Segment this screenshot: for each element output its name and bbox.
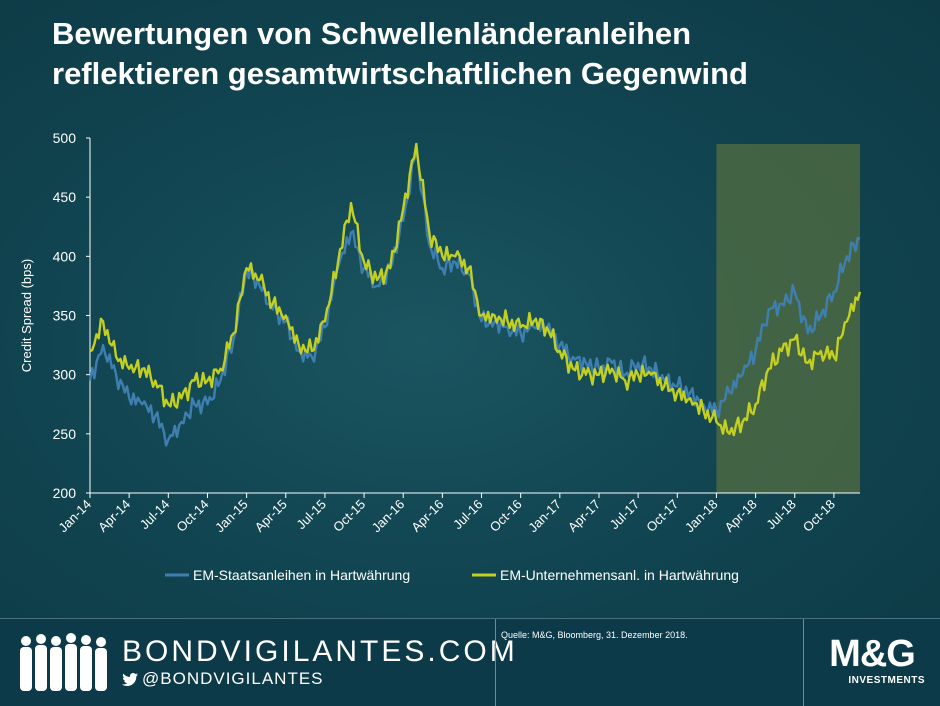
x-tick-label: Oct-16 — [487, 497, 525, 535]
y-tick-label: 350 — [53, 308, 77, 324]
x-tick-label: Oct-17 — [643, 497, 681, 535]
x-tick-label: Oct-15 — [330, 497, 368, 535]
twitter-handle-text: @BONDVIGILANTES — [142, 669, 324, 688]
x-tick-label: Jan-14 — [55, 497, 94, 536]
series-line-sovereign — [88, 148, 861, 447]
y-tick-label: 300 — [53, 367, 77, 383]
footer-bar: BONDVIGILANTES.COM @BONDVIGILANTES Quell… — [0, 618, 940, 706]
brand-name: BONDVIGILANTES.COM — [122, 635, 518, 668]
twitter-handle: @BONDVIGILANTES — [122, 669, 324, 689]
x-tick-label: Apr-18 — [722, 497, 760, 535]
footer-divider — [495, 619, 496, 706]
x-tick-label: Jan-17 — [525, 497, 564, 536]
x-tick-label: Apr-17 — [565, 497, 603, 535]
highlight-region — [716, 144, 860, 493]
x-tick-label: Oct-18 — [800, 497, 838, 535]
y-tick-label: 400 — [53, 248, 77, 264]
chart-legend: EM-Staatsanleihen in Hartwährung EM-Unter… — [165, 567, 739, 583]
x-tick-label: Apr-16 — [408, 497, 446, 535]
x-tick-label: Apr-14 — [95, 497, 133, 535]
x-tick-label: Jul-18 — [763, 497, 799, 533]
line-chart: 200 250 300 350 400 450 500 Credit Spread (bps)… — [19, 130, 862, 583]
x-tick-label: Jul-15 — [293, 497, 329, 533]
series-line-corporate — [89, 142, 862, 437]
x-tick-label: Oct-14 — [173, 497, 211, 535]
chart-background — [716, 144, 860, 493]
y-tick-label: 200 — [53, 485, 77, 501]
logo-wordmark: M&G — [829, 633, 916, 675]
x-tick-label: Apr-15 — [252, 497, 290, 535]
x-tick-label: Jul-16 — [450, 497, 486, 533]
legend-label: EM-Unternehmensanl. in Hartwährung — [500, 567, 739, 583]
x-tick-label: Jan-16 — [369, 497, 408, 536]
x-tick-label: Jul-17 — [607, 497, 643, 533]
chart-series — [88, 142, 862, 447]
logo-subtitle: INVESTMENTS — [848, 675, 925, 686]
y-tick-label: 250 — [53, 426, 77, 442]
footer-divider — [803, 619, 804, 706]
x-tick-label: Jul-14 — [137, 497, 173, 533]
legend-label: EM-Staatsanleihen in Hartwährung — [193, 567, 410, 583]
source-note: Quelle: M&G, Bloomberg, 31. Dezember 201… — [501, 630, 688, 640]
title-line-1: Bewertungen von Schwellenländeranleihen — [52, 16, 692, 51]
chart-title: Bewertungen von Schwellenländeranleihen … — [52, 14, 912, 94]
y-axis-label: Credit Spread (bps) — [19, 259, 34, 372]
mg-investments-logo: M&G INVESTMENTS — [815, 633, 929, 695]
twitter-bird-icon — [122, 672, 138, 686]
people-silhouettes-icon — [20, 633, 107, 691]
y-tick-label: 500 — [53, 130, 77, 146]
x-tick-label: Jan-15 — [212, 497, 251, 536]
x-tick-label: Jan-18 — [682, 497, 721, 536]
title-line-2: reflektieren gesamtwirtschaftlichen Gege… — [52, 56, 748, 91]
y-tick-label: 450 — [53, 189, 77, 205]
